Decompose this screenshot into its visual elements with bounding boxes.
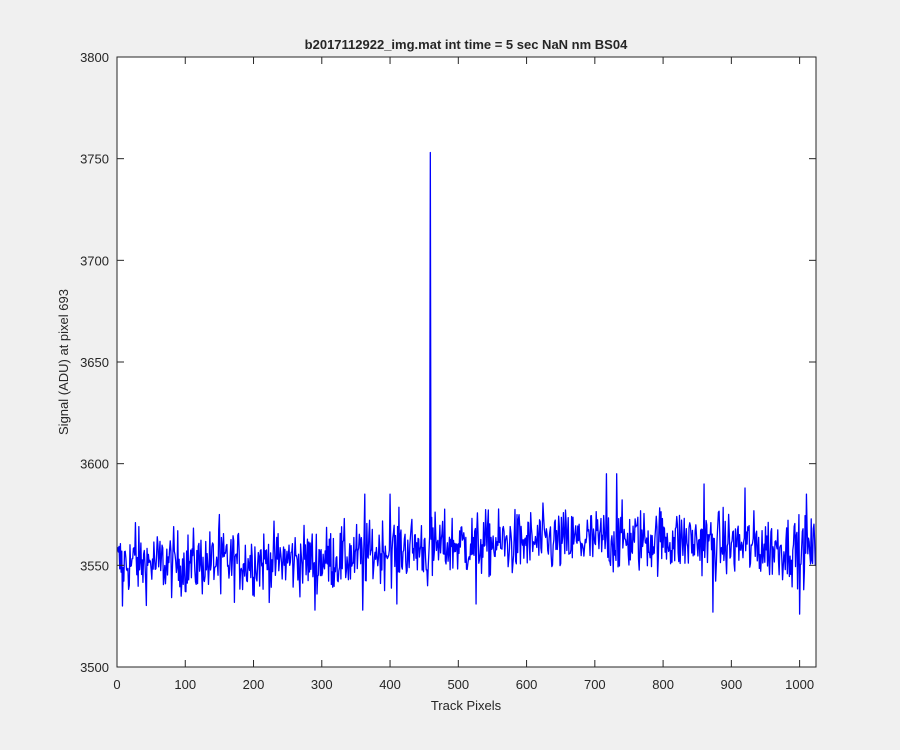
y-axis-ticks: 3500 3550 3600 3650 3700 3750 3800 [80, 50, 816, 675]
y-tick-label: 3750 [80, 152, 109, 167]
y-axis-label: Signal (ADU) at pixel 693 [56, 289, 71, 435]
x-tick-label: 900 [721, 677, 743, 692]
y-tick-label: 3800 [80, 50, 109, 65]
x-tick-label: 500 [447, 677, 469, 692]
plot-line-group [117, 151, 817, 615]
x-tick-label: 200 [243, 677, 265, 692]
x-tick-label: 300 [311, 677, 333, 692]
x-tick-label: 700 [584, 677, 606, 692]
y-tick-label: 3650 [80, 355, 109, 370]
chart-title: b2017112922_img.mat int time = 5 sec NaN… [305, 37, 628, 52]
y-tick-label: 3550 [80, 558, 109, 573]
signal-line [117, 151, 817, 615]
x-tick-label: 1000 [785, 677, 814, 692]
y-tick-label: 3600 [80, 457, 109, 472]
x-tick-label: 800 [652, 677, 674, 692]
y-tick-label: 3500 [80, 660, 109, 675]
x-tick-label: 100 [174, 677, 196, 692]
x-axis-ticks: 0 100 200 300 400 500 600 700 800 900 1000 [113, 57, 814, 692]
x-tick-label: 400 [379, 677, 401, 692]
x-tick-label: 0 [113, 677, 120, 692]
x-tick-label: 600 [516, 677, 538, 692]
axes-background [117, 57, 816, 667]
x-axis-label: Track Pixels [431, 698, 502, 713]
y-tick-label: 3700 [80, 253, 109, 268]
